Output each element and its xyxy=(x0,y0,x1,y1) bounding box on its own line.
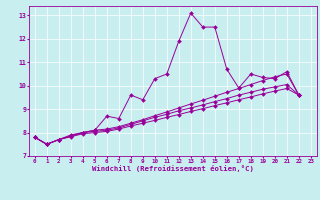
X-axis label: Windchill (Refroidissement éolien,°C): Windchill (Refroidissement éolien,°C) xyxy=(92,165,254,172)
